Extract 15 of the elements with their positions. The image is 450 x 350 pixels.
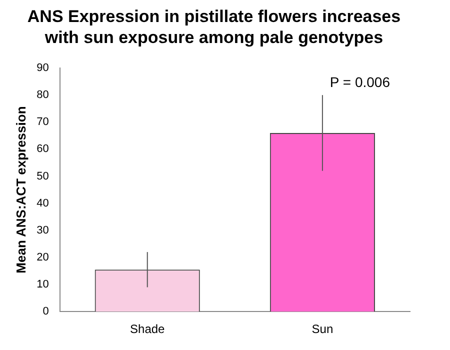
- x-tick-label: Sun: [312, 322, 334, 336]
- y-tick-label: 60: [36, 143, 49, 156]
- y-tick-label: 50: [36, 170, 49, 182]
- y-axis-title: Mean ANS:ACT expression: [13, 106, 28, 274]
- y-tick-label: 20: [36, 252, 49, 264]
- x-tick-label: Shade: [130, 322, 166, 336]
- chart-title: ANS Expression in pistillate flowers increases with sun exposure among pale genotypes: [26, 6, 402, 48]
- annotation: P = 0.006: [330, 74, 390, 90]
- y-tick-label: 80: [36, 89, 49, 102]
- y-tick-label: 10: [36, 278, 49, 291]
- y-tick-label: 30: [36, 224, 49, 236]
- y-tick-label: 90: [36, 62, 49, 74]
- y-tick-label: 70: [36, 116, 49, 128]
- y-tick-label: 0: [42, 306, 49, 318]
- y-tick-label: 40: [36, 197, 49, 210]
